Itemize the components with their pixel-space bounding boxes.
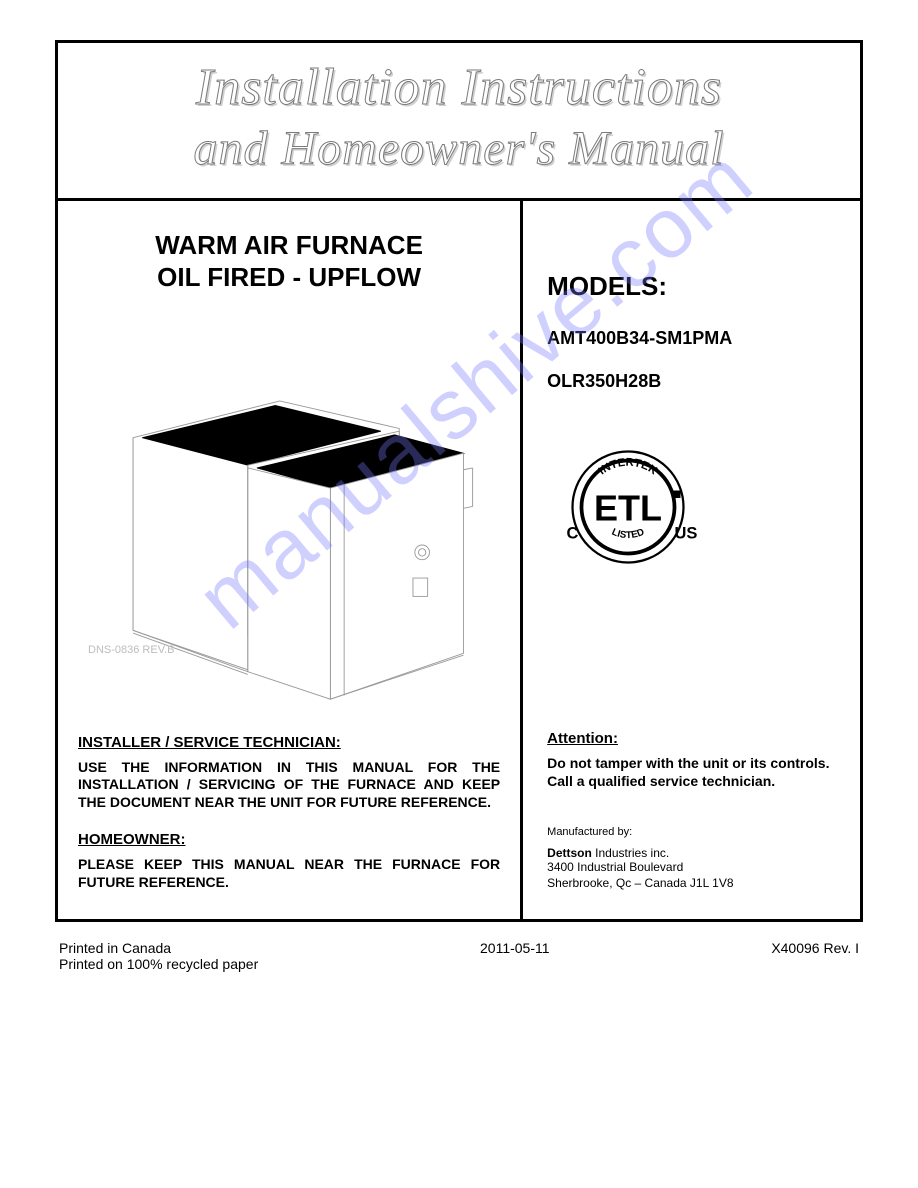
- footer-left: Printed in Canada Printed on 100% recycl…: [59, 940, 258, 972]
- manufacturer-name: Dettson Industries inc.: [547, 846, 836, 860]
- models-heading: MODELS:: [547, 271, 836, 302]
- furnace-svg: [78, 334, 500, 734]
- footer-date: 2011-05-11: [480, 940, 550, 972]
- manufactured-by-label: Manufactured by:: [547, 826, 836, 838]
- furnace-illustration: DNS-0836 REV.B: [78, 334, 500, 734]
- manufacturer-name-bold: Dettson: [547, 846, 592, 860]
- right-spacer: [547, 587, 836, 730]
- product-heading-line-1: WARM AIR FURNACE: [155, 230, 423, 260]
- drawing-number-label: DNS-0836 REV.B: [88, 644, 174, 656]
- certification-mark: INTERTEK LISTED ETL C US: [553, 432, 836, 587]
- svg-text:C: C: [567, 524, 579, 542]
- columns: WARM AIR FURNACE OIL FIRED - UPFLOW: [58, 201, 860, 920]
- homeowner-heading: HOMEOWNER:: [78, 831, 500, 848]
- left-column: WARM AIR FURNACE OIL FIRED - UPFLOW: [58, 201, 523, 920]
- installer-body: USE THE INFORMATION IN THIS MANUAL FOR T…: [78, 759, 500, 812]
- right-column: MODELS: AMT400B34-SM1PMA OLR350H28B INTE…: [523, 201, 860, 920]
- svg-text:ETL: ETL: [594, 487, 662, 528]
- svg-text:LISTED: LISTED: [610, 527, 646, 542]
- attention-body: Do not tamper with the unit or its contr…: [547, 755, 836, 790]
- etl-logo-icon: INTERTEK LISTED ETL C US: [553, 432, 703, 582]
- footer-doc-number: X40096 Rev. I: [771, 940, 859, 972]
- page-footer: Printed in Canada Printed on 100% recycl…: [55, 940, 863, 972]
- document-frame: Installation Instructions and Homeowner'…: [55, 40, 863, 922]
- model-2: OLR350H28B: [547, 371, 836, 392]
- title-line-2: and Homeowner's Manual: [68, 124, 850, 174]
- installer-heading: INSTALLER / SERVICE TECHNICIAN:: [78, 734, 500, 751]
- footer-left-1: Printed in Canada: [59, 940, 258, 956]
- attention-heading: Attention:: [547, 730, 836, 747]
- manufacturer-address-2: Sherbrooke, Qc – Canada J1L 1V8: [547, 876, 836, 892]
- svg-text:INTERTEK: INTERTEK: [597, 457, 660, 478]
- product-heading-line-2: OIL FIRED - UPFLOW: [157, 262, 421, 292]
- product-heading: WARM AIR FURNACE OIL FIRED - UPFLOW: [78, 229, 500, 294]
- title-block: Installation Instructions and Homeowner'…: [58, 43, 860, 201]
- footer-left-2: Printed on 100% recycled paper: [59, 956, 258, 972]
- homeowner-body: PLEASE KEEP THIS MANUAL NEAR THE FURNACE…: [78, 856, 500, 891]
- manufacturer-address-1: 3400 Industrial Boulevard: [547, 860, 836, 876]
- svg-text:US: US: [675, 524, 698, 542]
- manufacturer-name-rest: Industries inc.: [592, 846, 669, 860]
- model-1: AMT400B34-SM1PMA: [547, 328, 836, 349]
- title-line-1: Installation Instructions: [68, 61, 850, 116]
